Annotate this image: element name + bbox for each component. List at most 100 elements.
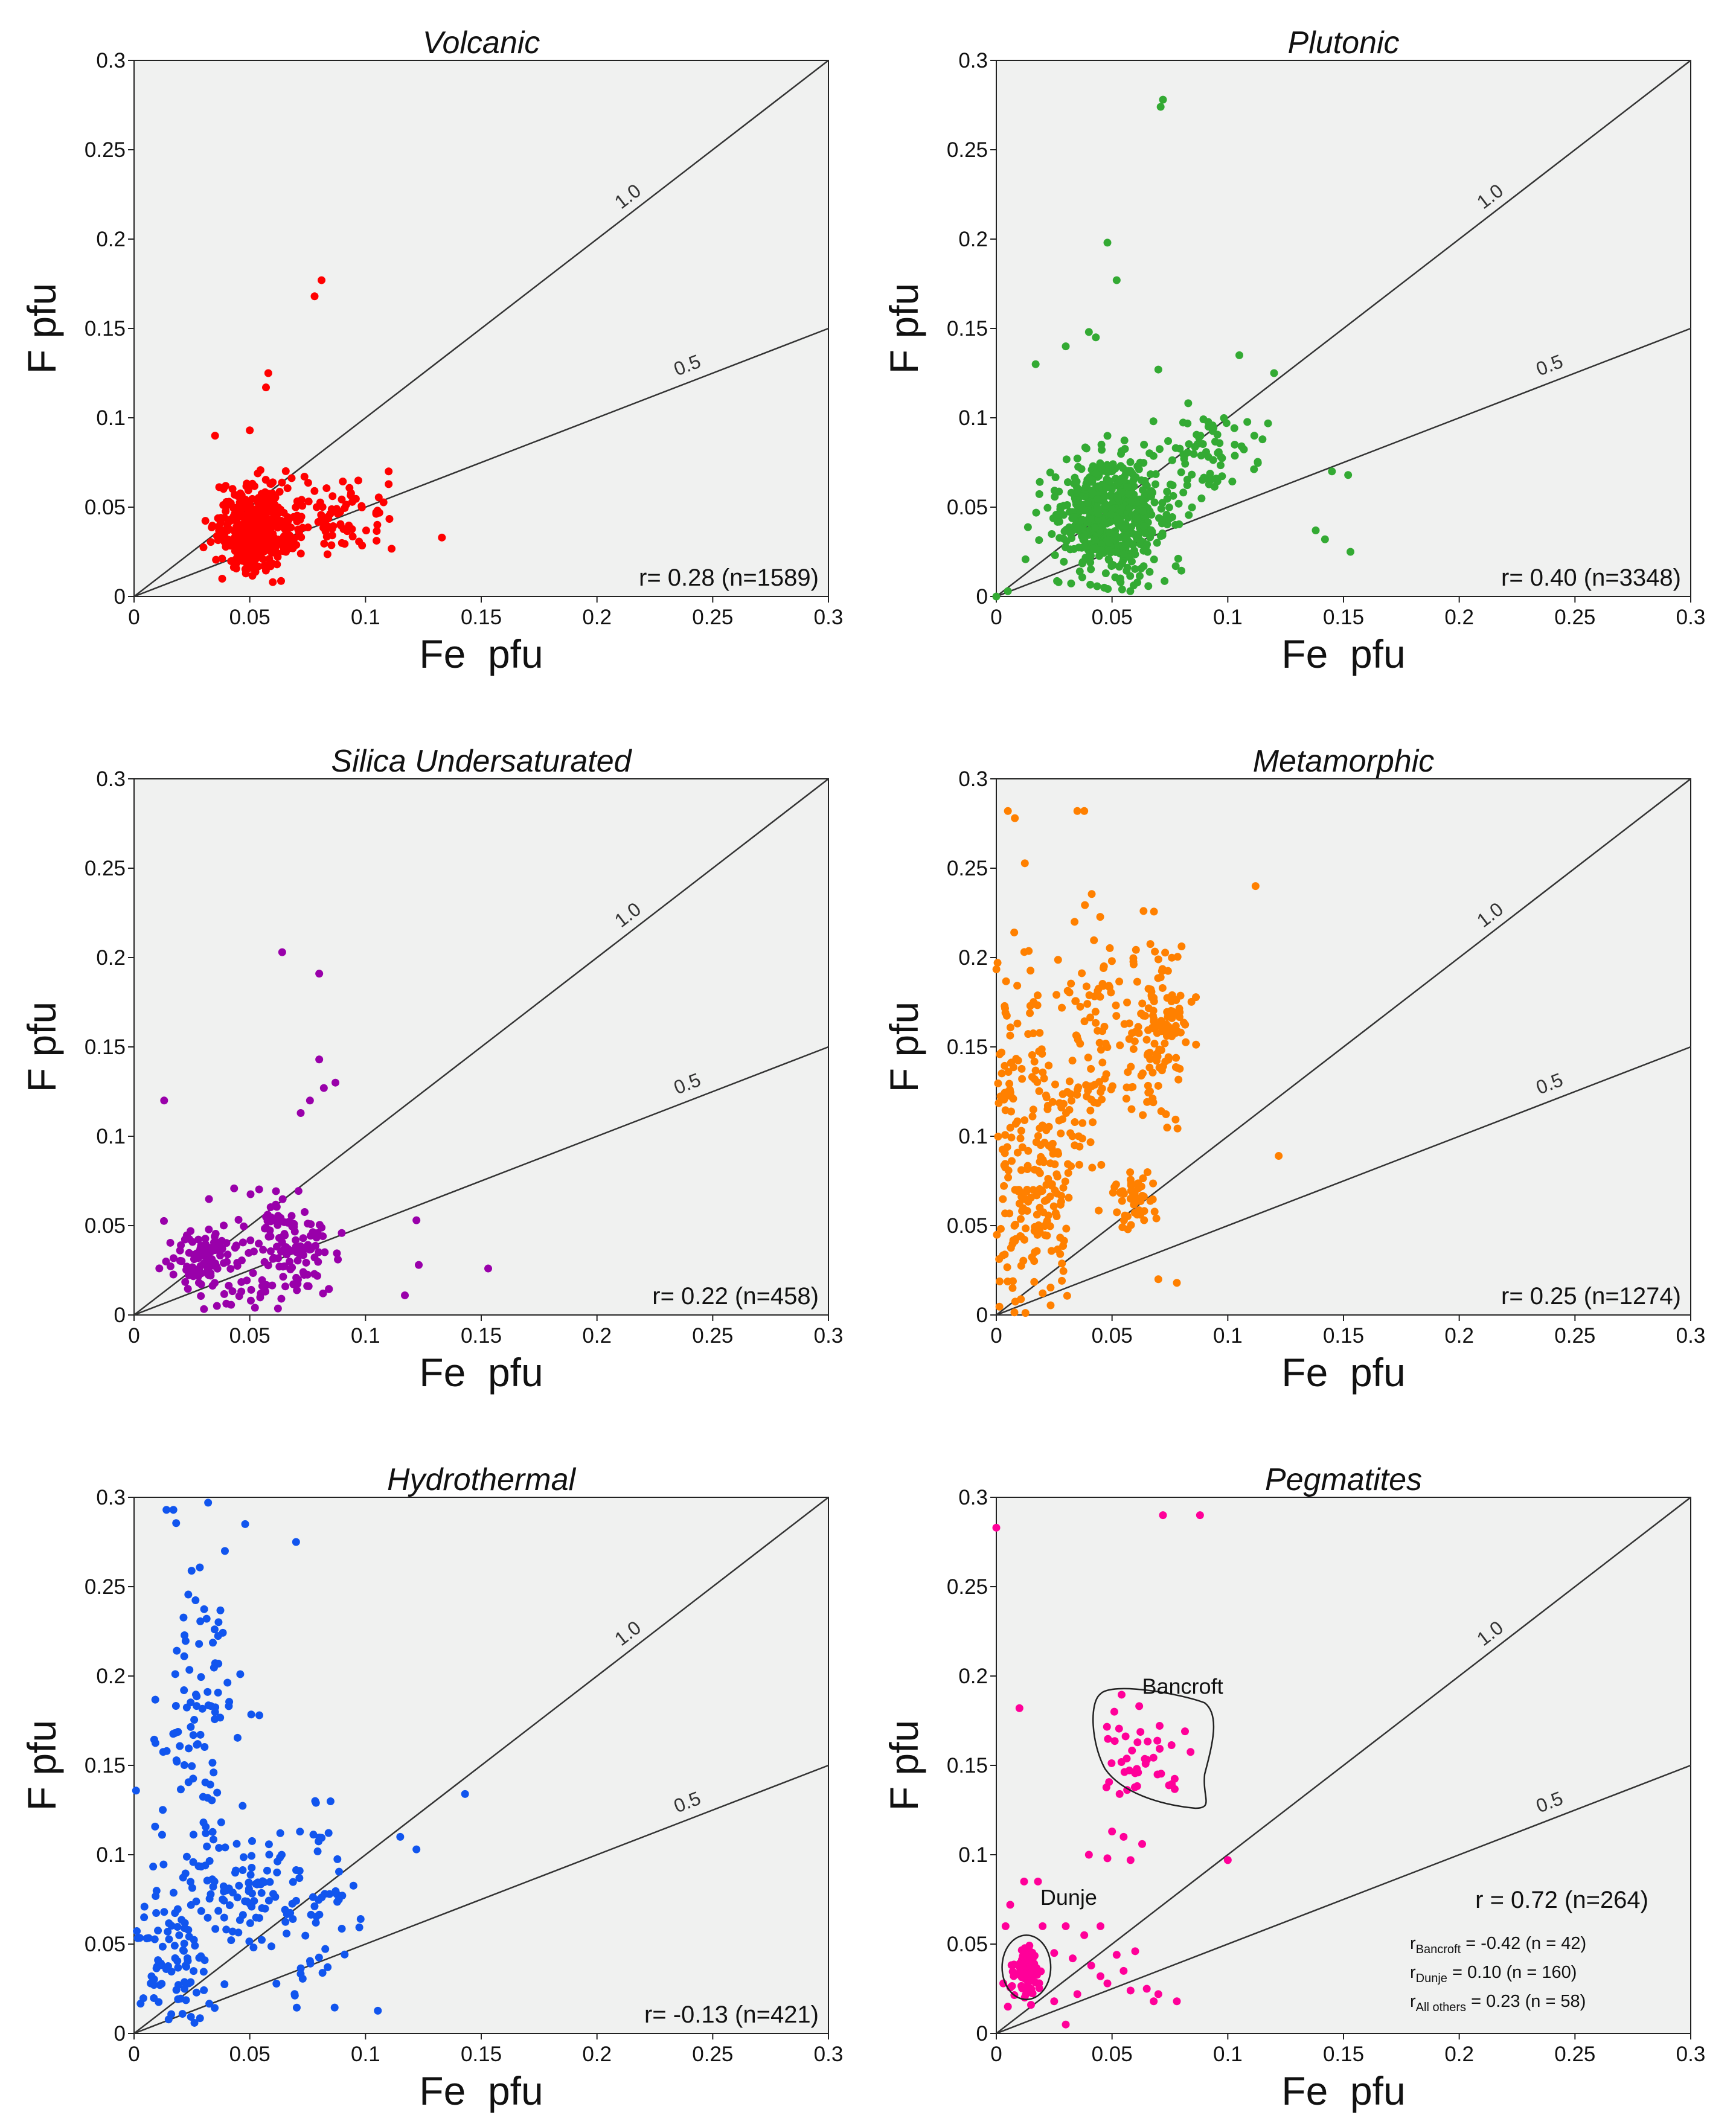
data-point [1124,1068,1132,1076]
data-point [1122,1095,1130,1103]
data-point [292,1273,301,1282]
data-point [166,1262,175,1270]
data-point [228,1287,237,1296]
data-point [223,526,232,534]
data-point [1029,1029,1037,1038]
data-point [263,1866,271,1875]
data-point [143,1934,151,1943]
data-point [247,1285,255,1294]
data-point [1007,1133,1016,1142]
data-point [165,1919,173,1928]
data-point [1119,549,1128,558]
data-point [173,1646,181,1655]
data-point [261,490,269,498]
data-point [1054,1148,1062,1156]
data-point [1108,1828,1116,1836]
data-point [1133,1765,1141,1773]
data-point [225,1901,234,1910]
data-point [1000,1161,1008,1169]
data-point [1071,1118,1079,1127]
data-point [1080,1931,1089,1939]
data-point [1048,1139,1057,1148]
data-point [267,1942,275,1951]
data-point [1228,478,1237,486]
data-point [1062,1922,1070,1930]
data-point [1017,1295,1025,1304]
ref-line-1.0 [996,778,1691,1316]
data-point [1039,1156,1047,1164]
data-point [202,1823,210,1831]
data-point [1086,1138,1095,1147]
data-point [1216,461,1225,470]
data-point [222,507,230,516]
data-point [1088,478,1097,486]
data-point [264,1232,273,1241]
data-point [1184,399,1193,408]
data-point [300,1271,309,1279]
data-point [214,522,223,531]
data-point [213,1788,222,1797]
data-point [996,1092,1005,1101]
data-point [1010,1221,1019,1230]
data-point [288,1263,296,1272]
data-point [1214,448,1223,456]
ref-line-1.0 [996,1497,1691,2034]
data-point [1074,543,1083,552]
data-point [1143,1098,1151,1106]
x-tick-label: 0.1 [351,606,380,629]
data-point [1126,587,1135,595]
data-point [201,517,210,525]
data-point [1078,573,1086,581]
data-point [1024,1197,1033,1206]
data-point [282,1243,290,1252]
data-point [1183,449,1192,457]
data-point [1062,455,1071,464]
data-point [211,432,219,440]
data-point [136,2000,145,2008]
data-point [221,1843,229,1852]
y-tick-label: 0.05 [85,496,126,519]
data-point [1007,1058,1016,1067]
data-point [266,1878,274,1886]
data-point [1030,1227,1039,1235]
data-point [268,1281,277,1290]
data-point [1179,488,1188,497]
data-point [246,1919,254,1927]
data-point [1114,479,1123,487]
data-point [233,1733,242,1742]
data-point [249,554,258,563]
data-point [1063,1291,1071,1300]
data-point [1144,582,1153,590]
data-points [132,1499,469,2027]
y-tick-label: 0.3 [958,1486,988,1509]
data-point [208,1759,217,1767]
data-point [223,1258,231,1266]
data-point [197,1292,205,1300]
data-point [1057,1129,1065,1137]
data-point [230,1184,239,1192]
data-point [1104,536,1112,544]
data-point [255,541,263,549]
data-point [355,537,364,546]
correlation-stat: r= 0.25 (n=1274) [1501,1283,1681,1310]
data-point [188,1884,196,1892]
data-point [1091,1081,1099,1089]
data-point [1102,484,1110,492]
data-point [1103,519,1111,528]
data-point [992,965,1001,973]
data-point [328,492,337,501]
data-point [385,480,393,488]
panel-pegmatites: Pegmatites 00 0.05 0.05 0.1 0.1 0.15 0.15 0.2 0.2… [882,1462,1705,2113]
data-point [169,1270,178,1279]
data-point [304,523,312,532]
data-point [310,487,319,495]
data-point [1004,2003,1012,2011]
data-point [318,276,325,284]
data-point [1076,1002,1084,1011]
data-point [220,1290,228,1298]
data-point [315,970,324,978]
correlation-stat: r= -0.13 (n=421) [644,2001,819,2028]
data-point [230,534,239,543]
data-point [1087,1962,1095,1970]
data-point [1001,1004,1009,1012]
